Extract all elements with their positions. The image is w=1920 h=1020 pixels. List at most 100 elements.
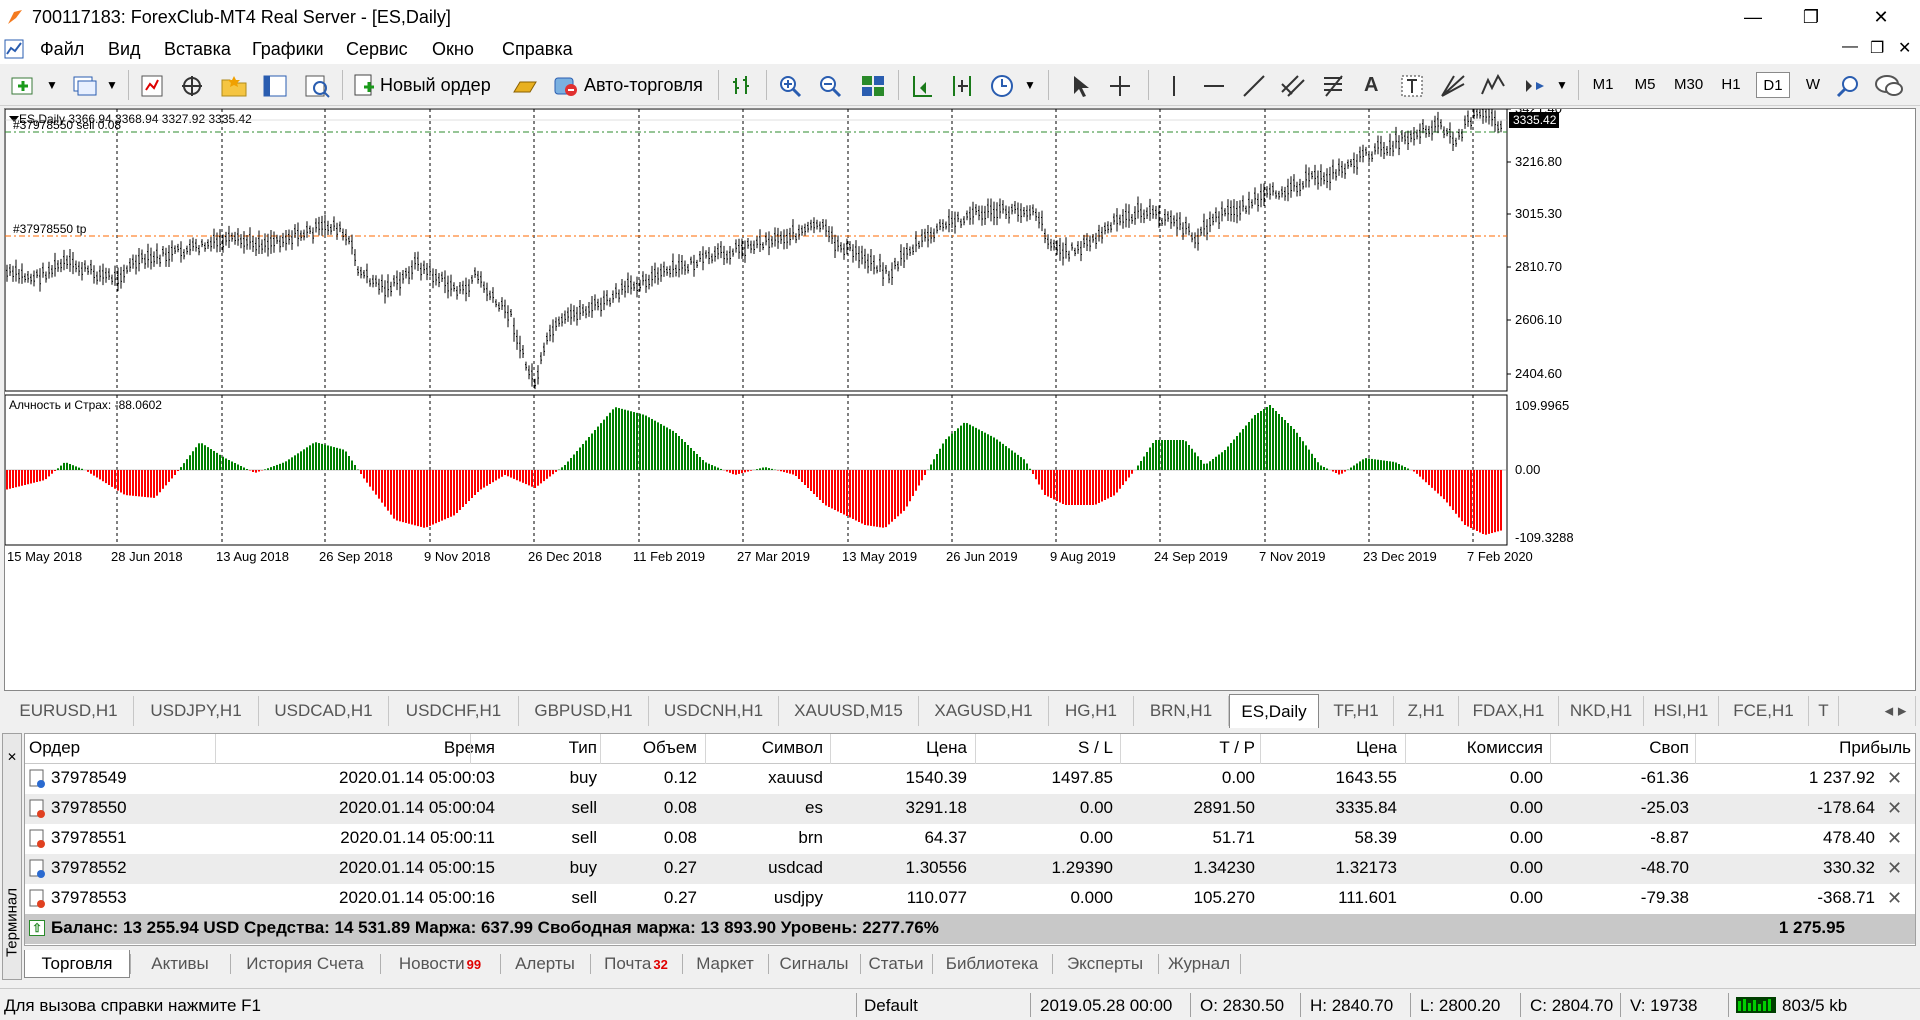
- terminal-tab-7[interactable]: Сигналы: [768, 950, 860, 978]
- horizontal-line-icon[interactable]: [1202, 74, 1226, 98]
- tab-scroll-arrows[interactable]: ◂ ▸: [1876, 696, 1916, 726]
- chart-window[interactable]: 15 May 2018 28 Jun 2018 13 Aug 2018 26 Sep …: [4, 108, 1916, 691]
- restore-button[interactable]: ❐: [1802, 7, 1820, 27]
- close-order-icon[interactable]: ✕: [1887, 798, 1903, 818]
- close-order-icon[interactable]: ✕: [1887, 828, 1903, 848]
- main-pane[interactable]: [5, 109, 1508, 392]
- strategy-tester-icon[interactable]: [304, 74, 330, 98]
- menu-window[interactable]: Окно: [432, 39, 474, 59]
- crosshair-navigator-icon[interactable]: [180, 74, 204, 98]
- timeframe-m5[interactable]: M5: [1634, 76, 1656, 93]
- chart-tab-hsi-h1[interactable]: HSI,H1: [1644, 696, 1719, 726]
- column-header[interactable]: Символ: [761, 738, 823, 757]
- tile-windows-icon[interactable]: [860, 74, 886, 98]
- chart-tab-es-daily[interactable]: ES,Daily: [1229, 694, 1319, 728]
- column-header[interactable]: Своп: [1649, 738, 1689, 757]
- terminal-tab-8[interactable]: Статьи: [860, 950, 932, 978]
- search-icon[interactable]: [1836, 74, 1860, 98]
- table-row[interactable]: 37978551 2020.01.14 05:00:11 sell 0.08 brn 64…: [25, 824, 1915, 854]
- trendline-icon[interactable]: [1242, 74, 1266, 98]
- terminal-tab-9[interactable]: Библиотека: [932, 950, 1052, 978]
- menu-view[interactable]: Вид: [108, 39, 141, 59]
- close-order-icon[interactable]: ✕: [1887, 888, 1903, 908]
- chevron-down-icon[interactable]: ▼: [1556, 78, 1568, 92]
- cursor-icon[interactable]: [1070, 74, 1090, 98]
- chart-tab-fdax-h1[interactable]: FDAX,H1: [1459, 696, 1559, 726]
- autoscroll-icon[interactable]: [950, 74, 974, 98]
- new-chart-icon[interactable]: [10, 74, 36, 98]
- chart-window-icon[interactable]: [4, 39, 24, 59]
- chevron-down-icon[interactable]: ▼: [106, 78, 118, 92]
- menu-charts[interactable]: Графики: [252, 39, 324, 59]
- table-row[interactable]: 37978552 2020.01.14 05:00:15 buy 0.27 usdcad…: [25, 854, 1915, 884]
- text-label-icon[interactable]: [1400, 74, 1424, 98]
- chart-tab-hg-h1[interactable]: HG,H1: [1049, 696, 1134, 726]
- chart-shift-icon[interactable]: [910, 74, 934, 98]
- column-header[interactable]: Объем: [642, 738, 697, 757]
- terminal-tab-11[interactable]: Журнал: [1158, 950, 1240, 978]
- menu-tools[interactable]: Сервис: [346, 39, 408, 59]
- fibonacci-icon[interactable]: [1322, 74, 1350, 98]
- clock-icon[interactable]: [990, 74, 1016, 98]
- vertical-line-icon[interactable]: [1162, 74, 1186, 98]
- chart-tab-usdjpy-h1[interactable]: USDJPY,H1: [134, 696, 259, 726]
- crosshair-icon[interactable]: [1108, 74, 1132, 98]
- market-watch-icon[interactable]: [140, 74, 164, 98]
- chart-tab-brn-h1[interactable]: BRN,H1: [1134, 696, 1229, 726]
- close-button[interactable]: ✕: [1873, 7, 1889, 27]
- chart-tab-eurusd-h1[interactable]: EURUSD,H1: [4, 696, 134, 726]
- arrows-icon[interactable]: [1522, 74, 1548, 98]
- mdi-close-button[interactable]: ✕: [1898, 40, 1912, 57]
- table-row[interactable]: 37978550 2020.01.14 05:00:04 sell 0.08 es 329…: [25, 794, 1915, 824]
- menu-insert[interactable]: Вставка: [164, 39, 231, 59]
- column-header[interactable]: Комиссия: [1466, 738, 1543, 757]
- timeframe-h1[interactable]: H1: [1721, 76, 1741, 93]
- column-header[interactable]: Тип: [568, 738, 597, 757]
- chart-tab-t[interactable]: T: [1809, 696, 1839, 726]
- gold-bars-icon[interactable]: [512, 74, 538, 98]
- column-header[interactable]: Цена: [926, 738, 967, 757]
- elliott-wave-icon[interactable]: [1480, 74, 1506, 98]
- chat-icon[interactable]: [1874, 74, 1904, 98]
- text-tool-icon[interactable]: A: [1364, 73, 1379, 96]
- gann-fan-icon[interactable]: [1440, 74, 1466, 98]
- terminal-icon[interactable]: [262, 74, 288, 98]
- table-row[interactable]: 37978549 2020.01.14 05:00:03 buy 0.12 xauusd…: [25, 764, 1915, 794]
- close-order-icon[interactable]: ✕: [1887, 768, 1903, 788]
- chart-tab-gbpusd-h1[interactable]: GBPUSD,H1: [519, 696, 649, 726]
- column-header[interactable]: Время: [444, 738, 495, 758]
- timeframe-w[interactable]: W: [1805, 76, 1821, 93]
- chart-tab-usdcnh-h1[interactable]: USDCNH,H1: [649, 696, 779, 726]
- table-row[interactable]: 37978553 2020.01.14 05:00:16 sell 0.27 usdjp…: [25, 884, 1915, 914]
- timeframe-m1[interactable]: M1: [1592, 76, 1614, 93]
- profiles-icon[interactable]: [72, 74, 98, 98]
- menu-help[interactable]: Справка: [502, 39, 573, 59]
- terminal-tab-1[interactable]: Активы: [130, 950, 230, 978]
- close-icon[interactable]: ✕: [6, 750, 18, 764]
- chevron-down-icon[interactable]: ▼: [46, 78, 58, 92]
- chart-tab-nkd-h1[interactable]: NKD,H1: [1559, 696, 1644, 726]
- minimize-button[interactable]: —: [1744, 7, 1762, 27]
- terminal-tab-10[interactable]: Эксперты: [1052, 950, 1158, 978]
- terminal-tab-5[interactable]: Почта 32: [590, 950, 682, 978]
- zoom-out-icon[interactable]: [818, 74, 842, 98]
- mdi-restore-button[interactable]: ❐: [1870, 40, 1885, 57]
- timeframe-m30[interactable]: M30: [1674, 76, 1704, 93]
- timeframe-d1[interactable]: D1: [1756, 72, 1790, 98]
- terminal-tab-3[interactable]: Новости 99: [380, 950, 500, 978]
- price-chart[interactable]: 15 May 2018 28 Jun 2018 13 Aug 2018 26 Sep …: [5, 109, 1915, 690]
- chart-tab-z-h1[interactable]: Z,H1: [1394, 696, 1459, 726]
- column-header[interactable]: T / P: [1219, 738, 1255, 757]
- column-header[interactable]: Ордер: [29, 738, 81, 757]
- column-header[interactable]: S / L: [1078, 738, 1113, 757]
- chart-tab-tf-h1[interactable]: TF,H1: [1319, 696, 1394, 726]
- chart-tab-xauusd-m15[interactable]: XAUUSD,M15: [779, 696, 919, 726]
- terminal-tab-6[interactable]: Маркет: [682, 950, 768, 978]
- mdi-minimize-button[interactable]: —: [1842, 38, 1858, 55]
- terminal-tab-2[interactable]: История Счета: [230, 950, 380, 978]
- chevron-down-icon[interactable]: [9, 116, 19, 122]
- new-order-button[interactable]: Новый ордер: [352, 70, 491, 100]
- menu-file[interactable]: Файл: [40, 39, 85, 59]
- equidistant-channel-icon[interactable]: [1280, 74, 1308, 98]
- zoom-in-icon[interactable]: [778, 74, 802, 98]
